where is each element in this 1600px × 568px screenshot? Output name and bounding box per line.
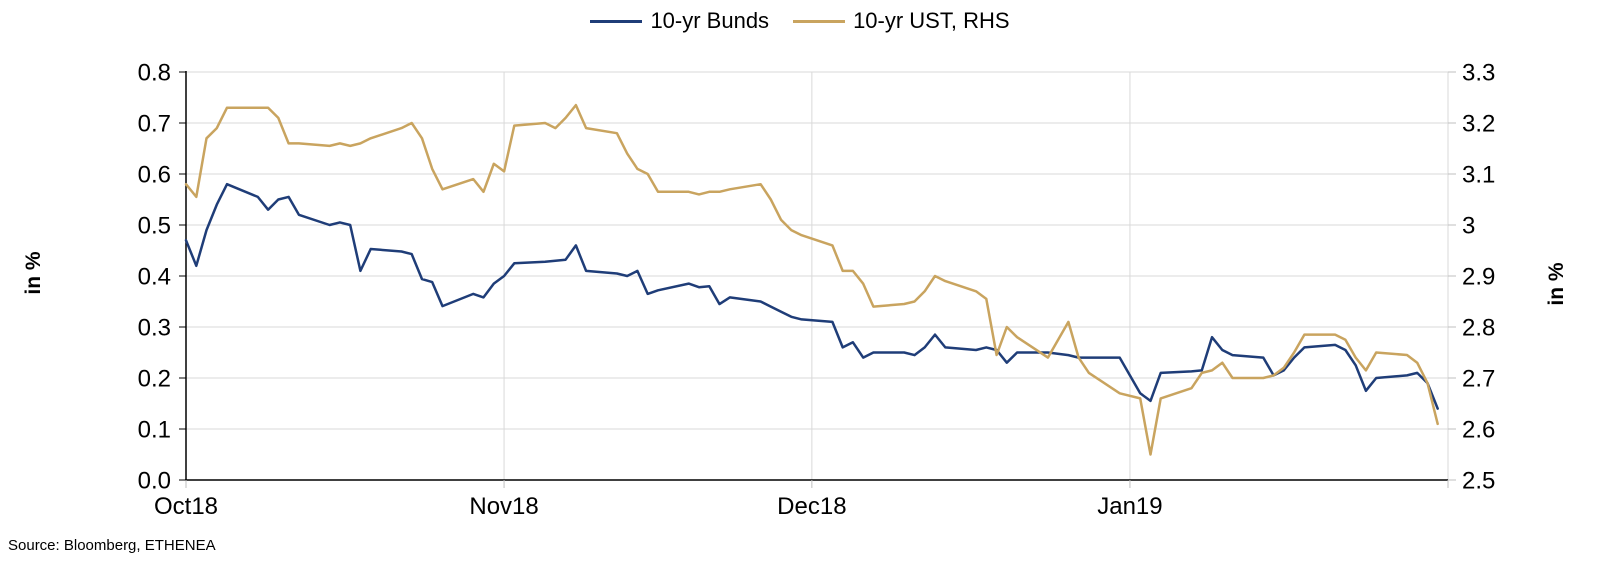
ust-line-swatch [793, 19, 846, 23]
bunds-series-line [184, 182, 1439, 410]
y-tick-label-right: 3.2 [1462, 111, 1495, 138]
y-tick-label-right: 2.7 [1462, 366, 1495, 393]
x-tick-label: Oct18 [154, 493, 218, 520]
y-tick-label-left: 0.1 [138, 417, 171, 444]
y-tick-label-left: 0.0 [138, 468, 171, 495]
legend-item-bunds: 10-yr Bunds [590, 8, 769, 34]
y-tick-label-left: 0.8 [138, 60, 171, 87]
y-tick-label-left: 0.4 [138, 264, 171, 291]
bunds-line-swatch [590, 19, 643, 23]
y-tick-label-right: 2.9 [1462, 264, 1495, 291]
y-tick-label-left: 0.5 [138, 213, 171, 240]
y-tick-label-right: 3 [1462, 213, 1475, 240]
source-note: Source: Bloomberg, ETHENEA [8, 537, 216, 554]
x-tick-label: Nov18 [469, 493, 538, 520]
y-tick-label-left: 0.3 [138, 315, 171, 342]
legend-item-ust: 10-yr UST, RHS [793, 8, 1010, 34]
y-tick-label-left: 0.6 [138, 162, 171, 189]
ust-series-line [184, 103, 1439, 456]
y-tick-label-left: 0.2 [138, 366, 171, 393]
x-tick-label: Jan19 [1097, 493, 1162, 520]
y-tick-label-right: 2.5 [1462, 468, 1495, 495]
y-tick-label-right: 3.3 [1462, 60, 1495, 87]
x-tick-label: Dec18 [777, 493, 846, 520]
legend-label-bunds: 10-yr Bunds [650, 8, 770, 33]
y-tick-label-right: 3.1 [1462, 162, 1495, 189]
legend-label-ust: 10-yr UST, RHS [853, 8, 1010, 33]
y-tick-label-left: 0.7 [138, 111, 171, 138]
y-tick-label-right: 2.6 [1462, 417, 1495, 444]
y-tick-label-right: 2.8 [1462, 315, 1495, 342]
legend: 10-yr Bunds 10-yr UST, RHS [0, 8, 1600, 34]
